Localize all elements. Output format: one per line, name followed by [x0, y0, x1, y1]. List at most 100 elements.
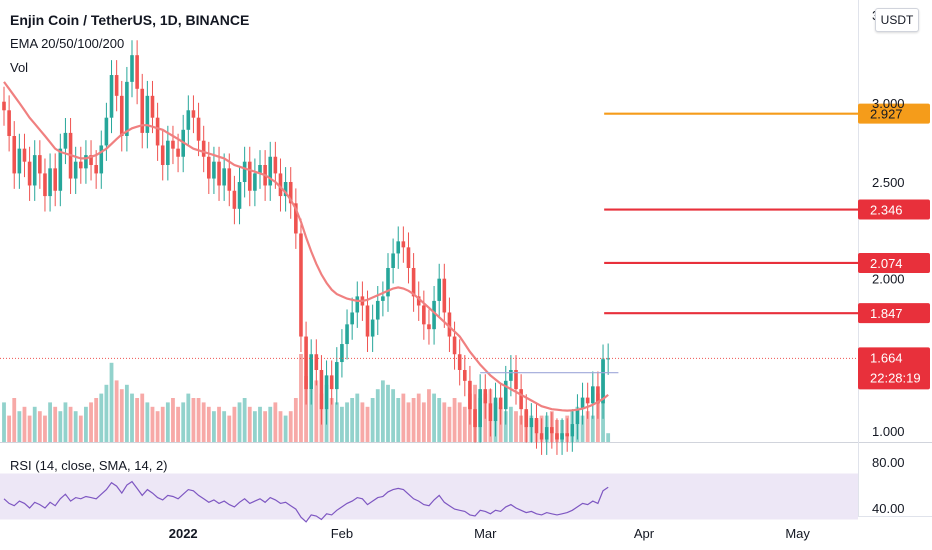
candle-body [539, 433, 544, 440]
candle-body [207, 156, 211, 179]
candle-body [247, 161, 252, 191]
candle [130, 40, 134, 98]
volume-bar [452, 398, 457, 442]
candle-body [544, 427, 549, 440]
volume-bar [222, 411, 227, 442]
volume-bar [155, 411, 160, 442]
volume-bar [130, 393, 134, 442]
candle-body [452, 336, 457, 355]
candle [575, 394, 580, 440]
candle-body [227, 168, 232, 191]
candle-body [32, 155, 37, 186]
price-tick-label: 2.000 [872, 272, 905, 287]
candle [427, 309, 431, 345]
candle [94, 150, 98, 189]
candle-body [242, 161, 247, 182]
time-tick-label: Mar [474, 526, 497, 541]
candle [253, 158, 257, 207]
candle-body [196, 117, 201, 141]
chart-title: Enjin Coin / TetherUS, 1D, BINANCE [10, 12, 250, 28]
candle-body [519, 389, 523, 410]
rsi-tick-label: 80.00 [872, 455, 905, 470]
candle [135, 40, 139, 105]
candle [319, 355, 324, 425]
candle-body [166, 140, 170, 166]
candle [524, 394, 529, 443]
candle [416, 281, 421, 321]
volume-bar [63, 402, 68, 442]
volume-bar [201, 402, 206, 442]
candle [53, 153, 57, 207]
candle-body [130, 55, 134, 82]
candle [565, 418, 569, 452]
candle [38, 140, 42, 189]
candle [278, 158, 283, 212]
candle [232, 175, 237, 225]
volume-bar [258, 406, 262, 442]
volume-indicator-label[interactable]: Vol [10, 60, 29, 75]
candle [299, 218, 303, 352]
volume-bar [421, 402, 426, 442]
candle-body [432, 300, 436, 330]
candle [288, 167, 293, 219]
volume-bar [252, 411, 257, 442]
candle [32, 140, 37, 201]
candle [468, 365, 472, 425]
candles [2, 40, 610, 455]
volume-bar [519, 415, 524, 442]
candle [355, 281, 360, 328]
candle-body [488, 403, 493, 422]
candle-body [38, 155, 42, 174]
volume-bar [416, 393, 421, 442]
volume-bar [391, 389, 396, 442]
candle [345, 309, 349, 360]
candle-body [427, 324, 431, 330]
ema-indicator-label[interactable]: EMA 20/50/100/200 [10, 36, 125, 51]
volume-bar [304, 376, 308, 442]
candle [160, 130, 165, 181]
candle-body [79, 161, 83, 169]
candle [544, 412, 549, 455]
rsi-indicator-label[interactable]: RSI (14, close, SMA, 14, 2) [10, 458, 168, 473]
candle-body [135, 55, 139, 89]
volume-bar [53, 406, 58, 442]
candle [48, 153, 52, 212]
candle-body [406, 247, 411, 268]
volume-bar [84, 406, 88, 442]
candle [258, 150, 262, 189]
candle-body [355, 296, 360, 313]
candle [375, 286, 380, 335]
volume-bar [457, 402, 462, 442]
candle-body [324, 375, 329, 410]
candle-body [580, 397, 585, 410]
volume-bar [360, 402, 365, 442]
price-level-label: 2.346 [870, 203, 903, 218]
candle [196, 102, 201, 157]
candle [340, 329, 344, 378]
volume-bar [606, 433, 611, 442]
candle-body [319, 369, 324, 410]
candle [84, 140, 88, 184]
volume-bar [442, 402, 447, 442]
candle-body [468, 380, 472, 410]
candle [534, 403, 539, 449]
candle-body [43, 173, 47, 197]
candle [22, 133, 27, 178]
candle [89, 140, 93, 181]
candle-body [22, 148, 27, 162]
candle [58, 133, 63, 207]
price-tick-label: 2.500 [872, 175, 905, 190]
volume-bar [268, 406, 273, 442]
candle-body [509, 369, 513, 381]
candle [17, 133, 22, 189]
candle-body [114, 75, 119, 96]
currency-button[interactable]: USDT [875, 8, 919, 32]
candle-body [314, 354, 319, 370]
candle [570, 409, 575, 452]
volume-bar [165, 402, 170, 442]
candle [452, 321, 457, 370]
volume-bar [386, 384, 390, 442]
candle-body [27, 161, 32, 186]
candle-body [524, 409, 529, 428]
